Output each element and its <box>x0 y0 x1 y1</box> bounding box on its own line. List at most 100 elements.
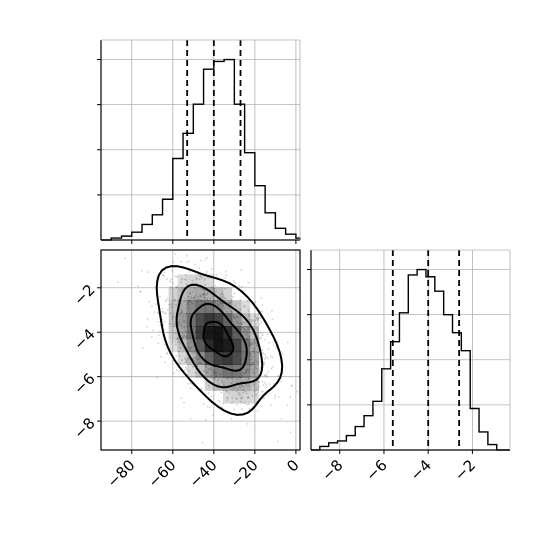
scatter-point <box>249 365 251 367</box>
scatter-point <box>185 313 188 315</box>
scatter-point <box>222 295 225 298</box>
scatter-point <box>175 275 178 278</box>
scatter-point <box>190 297 193 300</box>
scatter-point <box>272 344 275 347</box>
scatter-point <box>165 299 168 301</box>
scatter-point <box>251 394 254 397</box>
scatter-point <box>197 298 200 301</box>
scatter-point <box>201 362 204 365</box>
scatter-point <box>253 372 256 375</box>
scatter-point <box>286 404 289 406</box>
scatter-point <box>244 371 247 374</box>
scatter-point <box>174 332 177 335</box>
density-cell <box>249 364 260 378</box>
scatter-point <box>257 314 260 316</box>
scatter-point <box>228 301 231 304</box>
scatter-point <box>225 270 227 273</box>
scatter-point <box>221 292 224 294</box>
scatter-point <box>225 274 228 277</box>
scatter-point <box>260 332 262 334</box>
scatter-point <box>268 383 271 385</box>
x-tick-label: −40 <box>186 456 221 491</box>
scatter-point <box>196 358 199 361</box>
scatter-point <box>234 282 236 284</box>
density-cell <box>168 313 178 327</box>
scatter-point <box>177 350 180 353</box>
density-cell <box>240 326 251 340</box>
scatter-point <box>189 387 192 390</box>
scatter-point <box>207 368 210 370</box>
scatter-point <box>232 296 235 298</box>
scatter-point <box>187 303 190 305</box>
scatter-point <box>257 335 259 337</box>
scatter-point <box>181 376 184 379</box>
scatter-point <box>203 296 206 299</box>
scatter-point <box>255 388 258 391</box>
scatter-point <box>275 346 277 349</box>
scatter-point <box>245 383 248 386</box>
scatter-point <box>242 388 245 391</box>
scatter-point <box>212 414 214 417</box>
scatter-point <box>248 315 251 318</box>
scatter-point <box>242 372 245 374</box>
scatter-point <box>252 362 254 364</box>
scatter-point <box>203 403 205 406</box>
scatter-point <box>252 368 255 371</box>
scatter-point <box>157 334 160 337</box>
scatter-point <box>212 288 215 290</box>
scatter-point <box>216 299 219 302</box>
scatter-point <box>199 294 201 296</box>
scatter-point <box>247 368 249 370</box>
scatter-point <box>289 396 292 398</box>
scatter-point <box>241 380 244 383</box>
scatter-point <box>262 384 265 387</box>
scatter-point <box>257 317 259 320</box>
scatter-point <box>200 294 203 297</box>
scatter-point <box>175 338 178 340</box>
density-cell <box>186 338 197 353</box>
scatter-point <box>244 379 247 381</box>
scatter-point <box>248 407 251 410</box>
scatter-point <box>183 319 185 322</box>
scatter-point <box>259 369 261 372</box>
scatter-point <box>186 254 188 257</box>
scatter-point <box>245 369 248 371</box>
scatter-point <box>236 390 239 393</box>
scatter-point <box>248 318 251 321</box>
scatter-point <box>240 322 242 325</box>
scatter-point <box>173 316 176 318</box>
scatter-point <box>253 350 255 353</box>
scatter-point <box>256 327 258 329</box>
scatter-point <box>274 397 276 399</box>
scatter-point <box>209 297 212 300</box>
scatter-point <box>258 316 261 319</box>
scatter-point <box>267 357 270 360</box>
scatter-point <box>245 392 248 395</box>
scatter-point <box>235 316 238 318</box>
density-cell <box>168 300 178 314</box>
density-cell <box>204 300 215 314</box>
x-tick-label: −6 <box>362 456 390 484</box>
scatter-point <box>146 317 149 320</box>
scatter-point <box>184 361 187 364</box>
scatter-point <box>226 397 229 399</box>
scatter-point <box>245 403 248 406</box>
scatter-point <box>170 281 173 283</box>
scatter-point <box>193 287 195 289</box>
histogram-step-line <box>311 268 510 451</box>
scatter-point <box>215 371 218 374</box>
scatter-point <box>253 347 256 350</box>
scatter-point <box>180 359 183 362</box>
scatter-point <box>214 284 217 287</box>
scatter-point <box>250 358 253 361</box>
scatter-point <box>183 334 186 337</box>
scatter-point <box>204 418 207 421</box>
scatter-point <box>199 275 202 278</box>
scatter-point <box>247 377 250 380</box>
scatter-point <box>226 310 228 313</box>
density-cell <box>222 351 233 365</box>
scatter-point <box>260 321 263 323</box>
scatter-point <box>190 301 193 304</box>
scatter-point <box>270 404 272 407</box>
scatter-point <box>242 391 245 394</box>
